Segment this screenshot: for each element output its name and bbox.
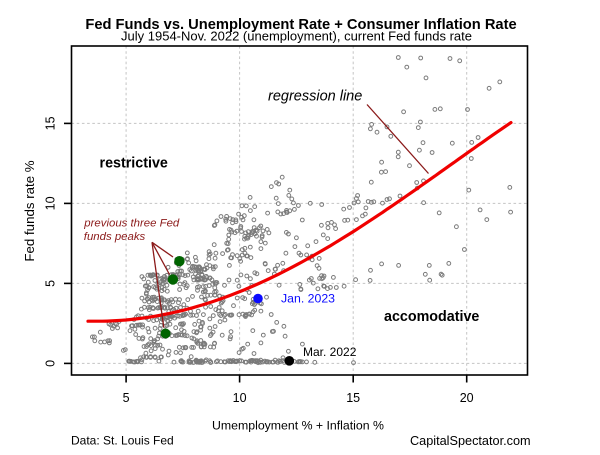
svg-text:10: 10 [44, 196, 58, 210]
svg-text:CapitalSpectator.com: CapitalSpectator.com [410, 434, 531, 448]
svg-text:20: 20 [460, 391, 474, 405]
svg-text:15: 15 [44, 116, 58, 130]
svg-text:Umemployment % + Inflation %: Umemployment % + Inflation % [212, 419, 384, 433]
svg-text:5: 5 [123, 391, 130, 405]
svg-text:10: 10 [233, 391, 247, 405]
svg-text:Mar. 2022: Mar. 2022 [303, 345, 357, 359]
svg-text:Fed Funds vs. Unemployment Rat: Fed Funds vs. Unemployment Rate + Consum… [85, 17, 516, 33]
svg-text:15: 15 [346, 391, 360, 405]
svg-text:5: 5 [44, 280, 58, 287]
svg-text:accomodative: accomodative [384, 309, 479, 325]
svg-text:previous three Fed: previous three Fed [83, 218, 180, 230]
svg-text:funds peaks: funds peaks [84, 231, 146, 243]
svg-text:restrictive: restrictive [100, 156, 168, 172]
svg-text:regression line: regression line [268, 89, 362, 105]
svg-text:Jan. 2023: Jan. 2023 [281, 292, 335, 306]
svg-text:July 1954-Nov. 2022 (unemploym: July 1954-Nov. 2022 (unemployment), curr… [121, 29, 472, 44]
svg-text:Fed funds rate %: Fed funds rate % [22, 160, 37, 261]
svg-text:Data: St. Louis Fed: Data: St. Louis Fed [71, 434, 174, 448]
svg-text:0: 0 [44, 360, 58, 367]
